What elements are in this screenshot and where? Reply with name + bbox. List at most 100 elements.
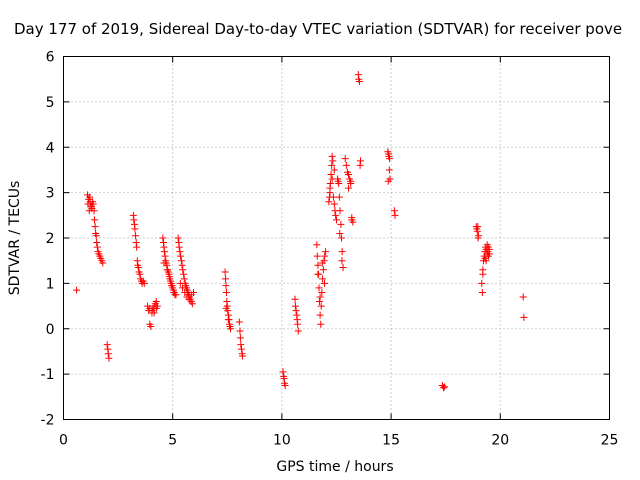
- y-tick-label: 3: [46, 186, 55, 202]
- data-point: [239, 352, 247, 360]
- data-point: [335, 180, 343, 188]
- data-point: [313, 241, 321, 249]
- data-point: [140, 279, 148, 287]
- data-point: [347, 180, 355, 188]
- data-point: [292, 307, 300, 315]
- data-point: [330, 166, 338, 174]
- data-point: [357, 157, 365, 165]
- data-point: [237, 345, 245, 353]
- y-tick-label: 0: [46, 322, 55, 338]
- data-point: [91, 216, 99, 224]
- y-tick-label: -2: [41, 413, 55, 429]
- data-point: [90, 207, 98, 215]
- data-point: [337, 220, 345, 228]
- data-point: [89, 200, 97, 208]
- data-point: [338, 234, 346, 242]
- data-point: [291, 302, 299, 310]
- data-point: [179, 266, 187, 274]
- data-point: [222, 304, 230, 312]
- data-point: [384, 177, 392, 185]
- data-point: [520, 313, 528, 321]
- data-point: [147, 322, 155, 330]
- y-tick-label: 6: [46, 50, 55, 66]
- data-point: [478, 279, 486, 287]
- data-point: [327, 170, 335, 178]
- data-point: [224, 316, 232, 324]
- data-point: [519, 293, 527, 301]
- data-point: [136, 270, 144, 278]
- data-point: [329, 157, 337, 165]
- data-point: [237, 341, 245, 349]
- data-point: [484, 243, 492, 251]
- data-point: [222, 288, 230, 296]
- y-tick-label: -1: [41, 367, 55, 383]
- data-point: [338, 257, 346, 265]
- data-point: [153, 302, 161, 310]
- data-point: [103, 341, 111, 349]
- data-point: [474, 223, 482, 231]
- y-axis-label: SDTVAR / TECUs: [7, 181, 23, 296]
- data-point: [313, 252, 321, 260]
- data-point: [485, 250, 493, 258]
- data-point: [236, 327, 244, 335]
- data-point: [188, 300, 196, 308]
- x-axis: 0 5 10 15 20 25: [59, 56, 619, 449]
- data-point: [338, 248, 346, 256]
- data-point: [319, 266, 327, 274]
- data-point: [328, 152, 336, 160]
- chart-title: Day 177 of 2019, Sidereal Day-to-day VTE…: [14, 20, 622, 38]
- data-point: [180, 275, 188, 283]
- y-tick-label: 4: [46, 140, 55, 156]
- data-point: [348, 216, 356, 224]
- data-point: [390, 207, 398, 215]
- data-point: [175, 243, 183, 251]
- data-point: [326, 184, 334, 192]
- data-point: [336, 207, 344, 215]
- y-tick-label: 5: [46, 95, 55, 111]
- data-point: [177, 252, 185, 260]
- x-axis-label: GPS time / hours: [276, 459, 393, 475]
- data-point: [150, 309, 158, 317]
- data-point: [221, 268, 229, 276]
- data-point: [163, 266, 171, 274]
- data-point: [336, 229, 344, 237]
- data-point: [332, 211, 340, 219]
- data-point: [133, 243, 141, 251]
- data-point: [318, 259, 326, 267]
- data-point: [73, 286, 81, 294]
- data-point: [479, 270, 487, 278]
- data-point: [279, 368, 287, 376]
- data-point: [314, 270, 322, 278]
- y-tick-label: 1: [46, 276, 55, 292]
- data-point: [316, 293, 324, 301]
- data-point: [322, 248, 330, 256]
- data-point: [236, 334, 244, 342]
- data-point: [91, 223, 99, 231]
- data-point: [185, 295, 193, 303]
- data-point: [177, 257, 185, 265]
- data-point: [176, 248, 184, 256]
- data-point: [131, 225, 139, 233]
- data-point: [165, 273, 173, 281]
- data-point: [391, 211, 399, 219]
- data-point: [130, 216, 138, 224]
- x-tick-label: 15: [382, 433, 400, 449]
- data-point: [335, 193, 343, 201]
- y-tick-label: 2: [46, 231, 55, 247]
- data-point: [222, 282, 230, 290]
- data-point: [291, 295, 299, 303]
- data-point: [176, 279, 184, 287]
- data-point: [385, 166, 393, 174]
- data-point: [355, 77, 363, 85]
- data-point: [328, 161, 336, 169]
- x-tick-label: 10: [273, 433, 291, 449]
- data-point: [134, 263, 142, 271]
- x-tick-label: 5: [168, 433, 177, 449]
- grid-lines: [63, 56, 610, 420]
- data-point: [317, 302, 325, 310]
- data-point: [339, 263, 347, 271]
- data-point: [172, 291, 180, 299]
- x-tick-label: 25: [601, 433, 619, 449]
- data-point: [317, 320, 325, 328]
- data-point: [294, 327, 302, 335]
